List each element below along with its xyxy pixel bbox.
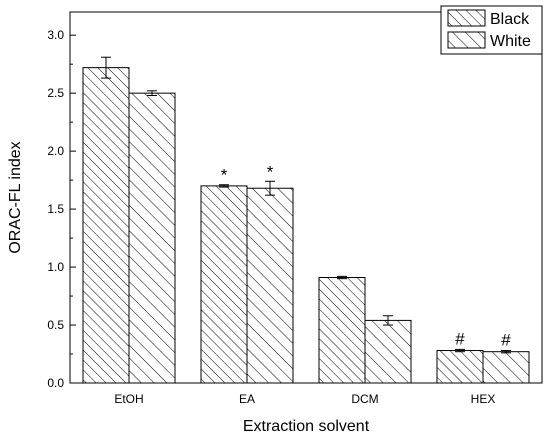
error-bar: [501, 350, 511, 354]
error-bar: [383, 315, 393, 326]
bar-white-ea: [246, 187, 294, 384]
y-tick-label: 2.0: [47, 144, 64, 158]
legend-label-black: Black: [490, 11, 530, 28]
x-tick-label-dcm: DCM: [351, 392, 378, 406]
significance-marker: *: [221, 166, 228, 185]
error-bar: [147, 90, 157, 96]
y-tick-label: 1.5: [47, 202, 64, 216]
bar-black-etoh: [82, 67, 130, 384]
significance-marker: #: [501, 331, 511, 350]
error-bar: [101, 56, 111, 79]
error-bar: [337, 275, 347, 280]
bar-white-etoh: [128, 92, 176, 384]
bar-black-dcm: [318, 276, 366, 384]
x-axis-title: Extraction solvent: [243, 418, 370, 435]
y-tick-label: 2.5: [47, 86, 64, 100]
x-tick-label-etoh: EtOH: [114, 392, 143, 406]
y-tick-label: 0.0: [47, 376, 64, 390]
bar-black-ea: [200, 185, 248, 384]
ticks-layer: 0.0 0.5 1.0 1.5 2.0 2.5 3.0 EtOH EA DCM HEX: [47, 28, 495, 406]
error-bar: [455, 348, 465, 353]
y-tick-label: 0.5: [47, 318, 64, 332]
significance-marker: #: [455, 329, 465, 348]
y-tick-label: 1.0: [47, 260, 64, 274]
x-tick-label-hex: HEX: [471, 392, 496, 406]
legend: Black White: [440, 5, 543, 55]
bar-white-dcm: [364, 319, 412, 384]
error-bar: [265, 180, 275, 196]
legend-swatch-black: [447, 9, 486, 27]
bar-white-hex: [482, 351, 530, 384]
significance-marker: *: [267, 162, 274, 181]
legend-swatch-white: [447, 31, 486, 49]
y-tick-label: 3.0: [47, 28, 64, 42]
x-tick-label-ea: EA: [239, 392, 255, 406]
bars-layer: * * # #: [82, 56, 530, 384]
plot-frame: [69, 11, 543, 384]
error-bar: [219, 184, 229, 188]
legend-label-white: White: [490, 33, 531, 50]
y-axis-title: ORAC-FL index: [7, 141, 24, 253]
bar-black-hex: [436, 350, 484, 384]
